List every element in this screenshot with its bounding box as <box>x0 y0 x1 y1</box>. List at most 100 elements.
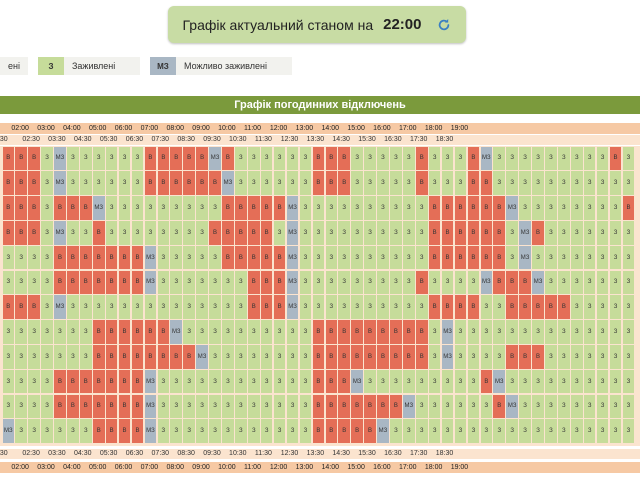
schedule-cell: З <box>67 419 79 443</box>
schedule-cell: З <box>415 419 428 443</box>
schedule-cell: З <box>570 196 583 220</box>
schedule-cell: З <box>170 295 183 319</box>
schedule-cell: В <box>28 221 40 245</box>
schedule-cell: З <box>428 270 441 295</box>
schedule-cell: МЗ <box>441 345 454 369</box>
schedule-cell: В <box>2 295 15 319</box>
half-hour-label: 10:30 <box>229 450 247 457</box>
schedule-cell: З <box>80 320 92 344</box>
schedule-cell: З <box>364 146 376 171</box>
schedule-cell: З <box>235 146 247 171</box>
schedule-cell: З <box>545 394 557 419</box>
schedule-cell: В <box>15 196 27 220</box>
schedule-cell: З <box>532 320 544 344</box>
schedule-cell: В <box>105 345 118 369</box>
schedule-cell: В <box>260 245 273 270</box>
schedule-cell: З <box>415 221 428 245</box>
schedule-cell: В <box>506 345 518 369</box>
schedule-cell: З <box>506 146 518 171</box>
schedule-cell: З <box>545 245 557 270</box>
schedule-cell: З <box>196 295 208 319</box>
schedule-cell: В <box>273 295 286 319</box>
schedule-cell: В <box>105 394 118 419</box>
schedule-cell: В <box>377 394 389 419</box>
schedule-cell: З <box>338 196 350 220</box>
schedule-cell: З <box>467 270 480 295</box>
schedule-cell: В <box>480 369 493 394</box>
schedule-cell: В <box>338 369 350 394</box>
schedule-cell: З <box>609 245 622 270</box>
schedule-cell: З <box>609 419 622 443</box>
schedule-cell: З <box>390 171 402 195</box>
schedule-cell: В <box>247 196 260 220</box>
schedule-cell: З <box>299 320 312 344</box>
schedule-cell: В <box>92 270 105 295</box>
refresh-icon[interactable] <box>437 18 451 32</box>
schedule-cell: З <box>493 419 506 443</box>
schedule-cell: З <box>260 320 273 344</box>
schedule-cell: МЗ <box>506 196 518 220</box>
schedule-cell: З <box>183 295 195 319</box>
schedule-cell: З <box>273 171 286 195</box>
schedule-cell: МЗ <box>196 345 208 369</box>
schedule-cell: В <box>480 245 493 270</box>
schedule-cell: З <box>403 171 415 195</box>
schedule-cell: З <box>609 320 622 344</box>
hour-label: 06:00 <box>114 125 133 132</box>
schedule-cell: З <box>493 320 506 344</box>
schedule-cell: В <box>377 345 389 369</box>
schedule-cell: З <box>67 295 79 319</box>
schedule-cell: В <box>364 320 376 344</box>
hour-label: 05:00 <box>88 125 107 132</box>
schedule-cell: З <box>299 221 312 245</box>
schedule-cell: В <box>15 221 27 245</box>
schedule-cell: З <box>351 295 363 319</box>
schedule-cell: З <box>364 221 376 245</box>
schedule-cell: В <box>480 196 493 220</box>
schedule-cell: В <box>196 171 208 195</box>
schedule-cell: З <box>286 171 299 195</box>
schedule-cell: З <box>506 171 518 195</box>
hour-label: 10:00 <box>218 125 236 132</box>
half-hour-label: 07:30 <box>151 136 170 143</box>
schedule-cell: З <box>596 221 609 245</box>
schedule-cell: МЗ <box>54 295 66 319</box>
hour-label: 11:00 <box>243 125 261 132</box>
schedule-cell: З <box>144 295 157 319</box>
hour-label: 14:00 <box>321 125 340 132</box>
schedule-cell: З <box>299 345 312 369</box>
schedule-cell: З <box>235 419 247 443</box>
schedule-cell: З <box>532 245 544 270</box>
schedule-cell: З <box>157 245 170 270</box>
schedule-cell: З <box>41 419 53 443</box>
schedule-cell: В <box>15 146 27 171</box>
schedule-cell: З <box>222 345 234 369</box>
hour-label: 02:00 <box>11 125 29 132</box>
schedule-cell: В <box>67 270 79 295</box>
schedule-cell: З <box>403 196 415 220</box>
half-hour-label: 16:30 <box>384 136 402 143</box>
schedule-cell: В <box>532 345 544 369</box>
schedule-cell: З <box>273 394 286 419</box>
schedule-cell: В <box>157 171 170 195</box>
schedule-cell: З <box>532 196 544 220</box>
schedule-cell: З <box>570 369 583 394</box>
schedule-cell: З <box>54 419 66 443</box>
schedule-cell: МЗ <box>144 369 157 394</box>
schedule-cell: З <box>2 270 15 295</box>
schedule-cell: З <box>183 320 195 344</box>
schedule-cell: З <box>415 295 428 319</box>
schedule-cell: В <box>222 146 234 171</box>
schedule-cell: З <box>183 270 195 295</box>
schedule-cell: З <box>390 295 402 319</box>
schedule-cell: З <box>467 369 480 394</box>
legend: ені З Заживлені МЗ Можливо заживлені <box>0 57 292 75</box>
schedule-cell: З <box>596 245 609 270</box>
schedule-cell: З <box>441 369 454 394</box>
schedule-cell: З <box>558 146 570 171</box>
schedule-cell: З <box>273 369 286 394</box>
schedule-cell: В <box>131 345 144 369</box>
schedule-cell: З <box>299 146 312 171</box>
schedule-cell: З <box>286 394 299 419</box>
schedule-cell: З <box>196 196 208 220</box>
